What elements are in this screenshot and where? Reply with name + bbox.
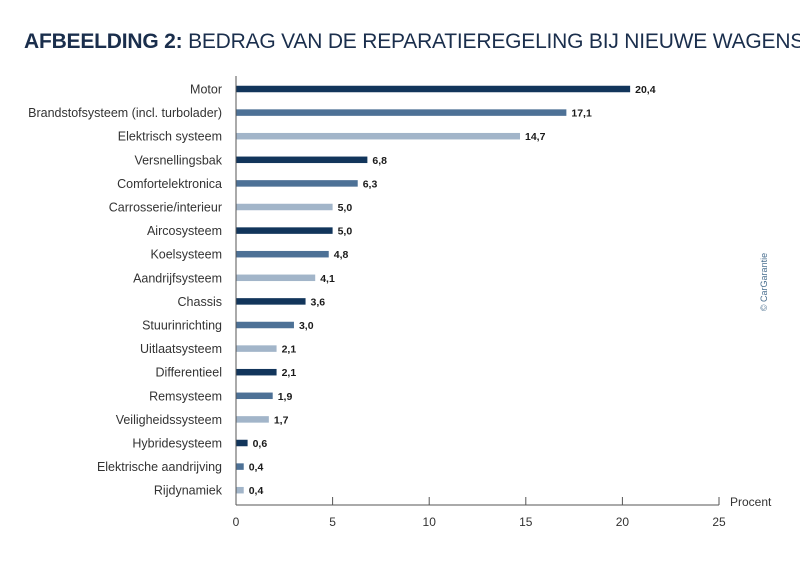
bar (236, 274, 316, 282)
category-label: Brandstofsysteem (incl. turbolader) (28, 106, 222, 120)
category-label: Versnellingsbak (134, 153, 222, 167)
bar (236, 203, 333, 211)
category-labels: Motor Brandstofsysteem (incl. turbolader)… (28, 83, 223, 498)
data-label: 20,4 (635, 84, 656, 96)
data-label: 0,4 (249, 485, 264, 497)
bar (236, 109, 567, 116)
category-label: Veiligheidssysteem (116, 413, 222, 427)
category-label: Elektrische aandrijving (97, 460, 222, 474)
category-label: Elektrisch systeem (118, 130, 222, 144)
category-label: Rijdynamiek (154, 484, 223, 498)
x-tick-label: 25 (712, 515, 726, 529)
axes: 0 5 10 15 20 25 Procent (233, 76, 772, 529)
bar (236, 345, 277, 352)
category-label: Remsysteem (149, 389, 222, 403)
data-label: 4,8 (334, 249, 349, 261)
category-label: Aandrijfsysteem (133, 271, 222, 285)
x-tick-label: 5 (329, 515, 336, 529)
bar (236, 321, 294, 329)
data-label: 1,7 (274, 414, 289, 426)
category-label: Carrosserie/interieur (109, 201, 222, 215)
data-label: 2,1 (282, 344, 297, 356)
data-label: 3,0 (299, 320, 314, 332)
bar (236, 250, 329, 258)
category-label: Chassis (178, 295, 222, 309)
data-label: 5,0 (338, 226, 353, 238)
chart-title-text: BEDRAG VAN DE REPARATIEREGELING BIJ NIEU… (188, 30, 800, 53)
bar (236, 486, 244, 494)
bars (236, 85, 631, 494)
bar (236, 298, 306, 305)
data-label: 3,6 (311, 296, 326, 308)
bar (236, 180, 358, 187)
x-tick-label: 0 (233, 515, 240, 529)
bar (236, 392, 273, 400)
bar (236, 368, 277, 376)
category-label: Comfortelektronica (117, 177, 222, 191)
category-label: Motor (190, 83, 222, 97)
data-label: 0,6 (253, 438, 268, 450)
bar (236, 439, 248, 447)
bar (236, 227, 333, 234)
category-label: Uitlaatsysteem (140, 342, 222, 356)
x-tick-label: 10 (423, 515, 437, 529)
x-tick-label: 15 (519, 515, 533, 529)
value-labels: 20,417,114,76,86,35,05,04,84,13,63,02,12… (249, 84, 656, 497)
category-label: Koelsysteem (150, 248, 222, 262)
chart-title: AFBEELDING 2: BEDRAG VAN DE REPARATIEREG… (24, 30, 800, 54)
data-label: 6,3 (363, 178, 378, 190)
bar (236, 85, 631, 93)
data-label: 14,7 (525, 131, 546, 143)
x-tick-label: 20 (616, 515, 630, 529)
data-label: 4,1 (320, 273, 335, 285)
category-label: Aircosysteem (147, 224, 222, 238)
bar (236, 463, 244, 470)
category-label: Stuurinrichting (142, 319, 222, 333)
data-label: 5,0 (338, 202, 353, 214)
bar (236, 156, 368, 164)
data-label: 6,8 (372, 155, 387, 167)
bar (236, 416, 269, 423)
category-label: Hybridesysteem (132, 437, 222, 451)
data-label: 1,9 (278, 391, 293, 403)
category-label: Differentieel (156, 366, 222, 380)
bar (236, 132, 521, 140)
data-label: 17,1 (571, 108, 592, 120)
data-label: 2,1 (282, 367, 297, 379)
x-axis-label: Procent (730, 495, 772, 509)
data-label: 0,4 (249, 462, 264, 474)
chart-title-prefix: AFBEELDING 2: (24, 30, 183, 53)
